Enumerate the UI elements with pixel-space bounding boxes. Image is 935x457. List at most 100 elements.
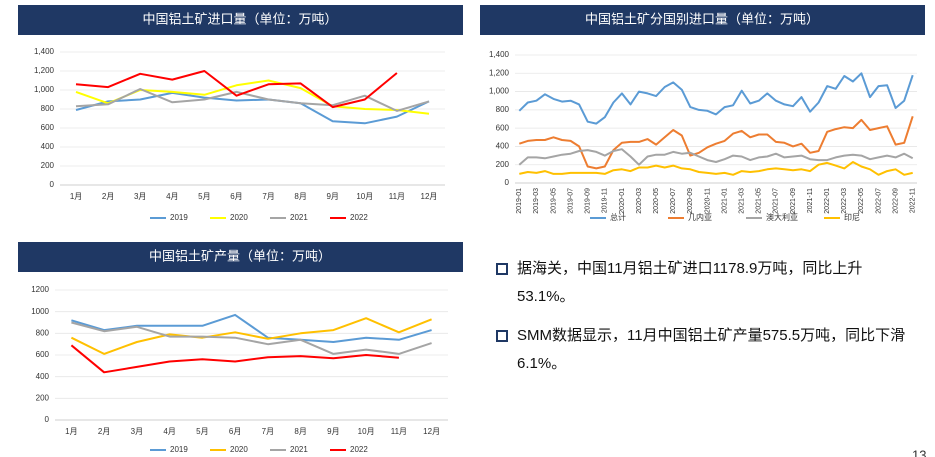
- x-tick-label: 2021-09: [790, 188, 797, 214]
- x-tick-label: 2019-07: [567, 188, 574, 214]
- bullet-text: SMM数据显示，11月中国铝土矿产量575.5万吨，同比下滑6.1%。: [517, 327, 906, 372]
- x-tick-label: 5月: [196, 427, 208, 436]
- series-line: [75, 91, 430, 125]
- y-tick-label: 0: [45, 415, 50, 424]
- header-band: [18, 242, 463, 272]
- x-tick-label: 2021-11: [807, 188, 814, 213]
- y-tick-label: 1,200: [489, 68, 510, 77]
- legend-label: 2022: [350, 445, 368, 454]
- y-tick-label: 1,400: [34, 47, 55, 56]
- y-tick-label: 1,000: [34, 85, 55, 94]
- x-tick-label: 12月: [423, 427, 440, 436]
- x-tick-label: 2月: [98, 427, 110, 436]
- x-tick-label: 9月: [327, 427, 339, 436]
- series-line: [70, 344, 399, 374]
- y-tick-label: 400: [496, 142, 510, 151]
- legend-label: 2019: [170, 213, 188, 222]
- x-tick-label: 2021-05: [756, 188, 763, 214]
- x-tick-label: 2022-05: [858, 188, 865, 214]
- y-tick-label: 600: [36, 350, 50, 359]
- legend-label: 2020: [230, 445, 248, 454]
- x-tick-label: 11月: [389, 192, 405, 201]
- header-band: [480, 5, 925, 35]
- x-tick-label: 2021-01: [721, 188, 728, 214]
- y-tick-label: 0: [50, 180, 55, 189]
- y-tick-label: 0: [505, 178, 510, 187]
- x-tick-label: 2020-07: [670, 188, 677, 214]
- x-tick-label: 2月: [102, 192, 114, 201]
- y-tick-label: 800: [36, 328, 50, 337]
- y-tick-label: 400: [36, 372, 50, 381]
- x-tick-label: 11月: [391, 427, 407, 436]
- chart-title: 中国铝土矿分国别进口量（单位：万吨）: [585, 11, 819, 26]
- bullet-text: 据海关，中国11月铝土矿进口1178.9万吨，同比上升53.1%。: [517, 260, 863, 305]
- x-tick-label: 4月: [163, 427, 175, 436]
- chart-title: 中国铝土矿进口量（单位：万吨）: [142, 11, 337, 26]
- bullet-icon: [496, 330, 508, 342]
- x-tick-label: 3月: [134, 192, 146, 201]
- x-tick-label: 1月: [65, 427, 77, 436]
- x-tick-label: 2020-05: [653, 188, 660, 214]
- x-tick-label: 7月: [262, 427, 274, 436]
- x-tick-label: 2022-07: [875, 188, 882, 214]
- y-tick-label: 1200: [31, 285, 49, 294]
- x-tick-label: 8月: [294, 427, 306, 436]
- x-tick-label: 4月: [166, 192, 178, 201]
- series-line: [71, 321, 432, 355]
- series-line: [518, 72, 914, 125]
- y-tick-label: 600: [41, 123, 55, 132]
- y-tick-label: 1000: [31, 307, 49, 316]
- x-tick-label: 1月: [70, 192, 82, 201]
- legend-label: 2019: [170, 445, 188, 454]
- x-tick-label: 2022-11: [910, 188, 917, 213]
- page-number: 13: [912, 447, 926, 457]
- y-tick-label: 800: [496, 105, 510, 114]
- x-tick-label: 5月: [198, 192, 210, 201]
- legend-label: 2021: [290, 445, 308, 454]
- x-tick-label: 2019-01: [516, 188, 523, 214]
- x-tick-label: 3月: [131, 427, 143, 436]
- x-tick-label: 10月: [358, 427, 375, 436]
- x-tick-label: 2021-03: [739, 188, 746, 214]
- x-tick-label: 2022-09: [892, 188, 899, 214]
- x-tick-label: 2022-03: [841, 188, 848, 214]
- y-tick-label: 1,200: [34, 66, 55, 75]
- legend-label: 几内亚: [688, 212, 712, 222]
- x-tick-label: 2020-09: [687, 188, 694, 214]
- series-line: [519, 161, 913, 176]
- x-tick-label: 2020-11: [704, 188, 711, 213]
- header-band: [18, 5, 463, 35]
- x-tick-label: 2019-05: [550, 188, 557, 214]
- y-tick-label: 800: [41, 104, 55, 113]
- y-tick-label: 400: [41, 142, 55, 151]
- x-tick-label: 2019-11: [602, 188, 609, 213]
- x-tick-label: 2019-03: [533, 188, 540, 214]
- series-line: [75, 88, 430, 112]
- x-tick-label: 12月: [421, 192, 438, 201]
- bullet-icon: [496, 263, 508, 275]
- y-tick-label: 600: [496, 123, 510, 132]
- x-tick-label: 7月: [262, 192, 274, 201]
- x-tick-label: 2021-07: [773, 188, 780, 214]
- x-tick-label: 10月: [356, 192, 373, 201]
- x-tick-label: 9月: [326, 192, 338, 201]
- legend-label: 2022: [350, 213, 368, 222]
- legend-label: 印尼: [844, 213, 860, 222]
- series-line: [70, 317, 432, 355]
- legend-label: 总计: [610, 212, 626, 222]
- x-tick-label: 2020-03: [636, 188, 643, 214]
- y-tick-label: 200: [36, 393, 50, 402]
- x-tick-label: 2022-01: [824, 188, 831, 214]
- chart-title: 中国铝土矿产量（单位：万吨）: [149, 248, 331, 263]
- series-line: [518, 148, 914, 166]
- y-tick-label: 1,400: [489, 50, 510, 59]
- series-line: [71, 313, 432, 343]
- series-line: [518, 115, 914, 170]
- x-tick-label: 6月: [229, 427, 241, 436]
- y-tick-label: 200: [41, 161, 55, 170]
- series-line: [75, 70, 398, 109]
- legend-label: 澳大利亚: [766, 212, 798, 222]
- legend-label: 2021: [290, 213, 308, 222]
